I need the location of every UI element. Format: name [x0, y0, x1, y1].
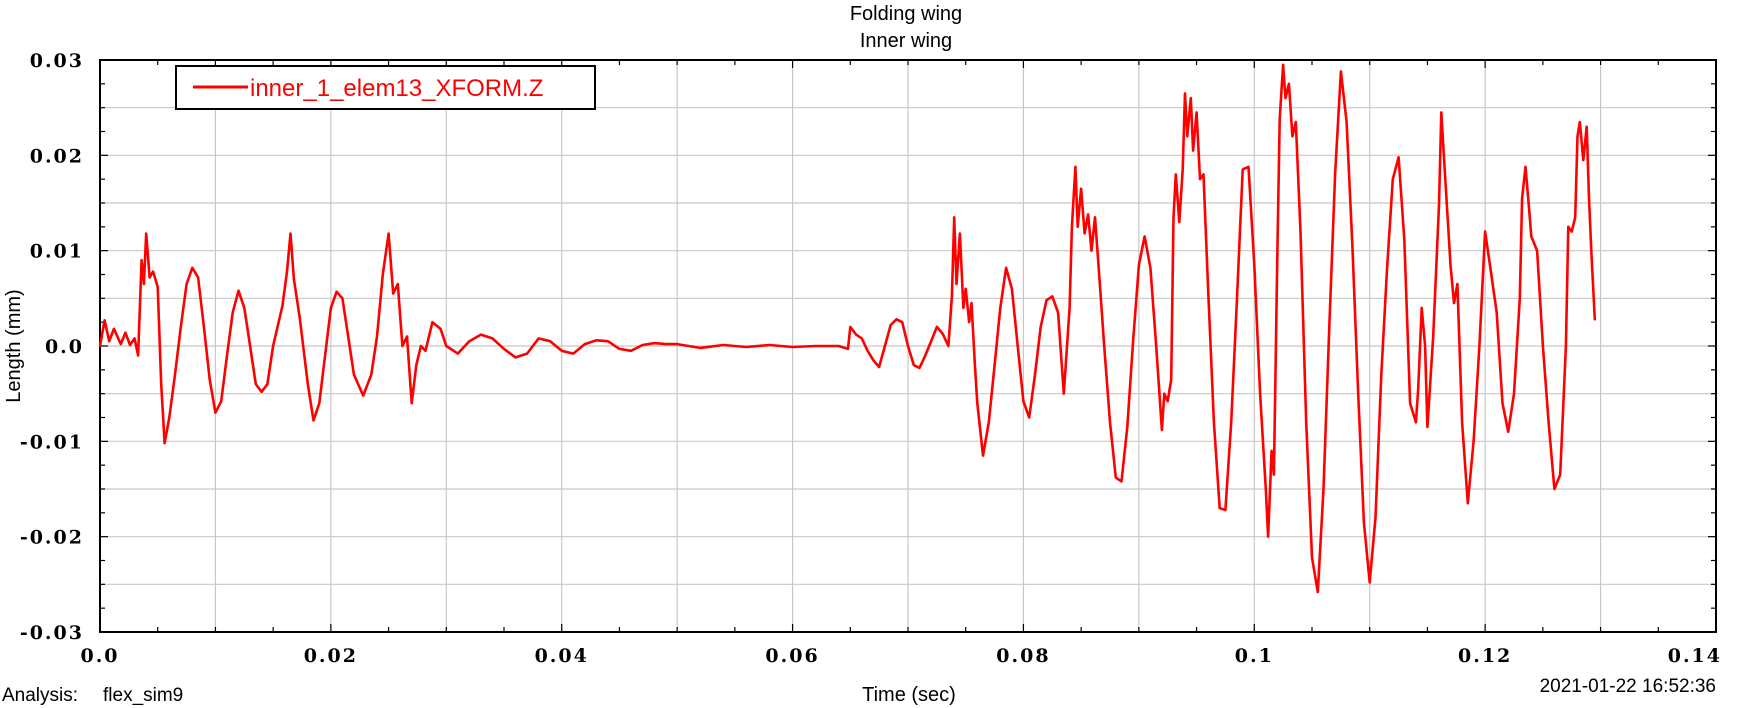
series-line-inner-1-elem13-xform-z — [98, 63, 1597, 594]
chart-title: Folding wing — [850, 3, 962, 25]
x-tick-label: 0.08 — [996, 645, 1050, 667]
y-tick-label: 0.01 — [30, 241, 84, 263]
plot-series-area — [98, 63, 1597, 594]
y-tick-labels: 0.03 0.02 0.01 0.0 -0.01 -0.02 -0.03 — [20, 50, 84, 644]
x-axis-label: Time (sec) — [862, 684, 956, 706]
x-tick-label: 0.02 — [304, 645, 358, 667]
x-tick-labels: 0.0 0.02 0.04 0.06 0.08 0.1 0.12 0.14 — [80, 645, 1722, 667]
legend-entry-label: inner_1_elem13_XFORM.Z — [250, 75, 543, 102]
x-tick-label: 0.12 — [1458, 645, 1512, 667]
x-tick-label: 0.0 — [80, 645, 119, 667]
x-tick-label: 0.14 — [1668, 645, 1722, 667]
legend: inner_1_elem13_XFORM.Z — [175, 65, 596, 110]
y-axis-label: Length (mm) — [3, 289, 25, 402]
y-tick-label: 0.03 — [30, 50, 84, 72]
y-tick-label: -0.01 — [20, 431, 84, 453]
y-tick-label: -0.02 — [20, 527, 84, 549]
x-tick-label: 0.04 — [535, 645, 589, 667]
analysis-label: Analysis: — [2, 685, 78, 706]
timestamp: 2021-01-22 16:52:36 — [1540, 676, 1716, 697]
y-tick-label: 0.02 — [30, 145, 84, 167]
x-tick-label: 0.06 — [765, 645, 819, 667]
chart-subtitle: Inner wing — [860, 30, 952, 52]
x-tick-label: 0.1 — [1235, 645, 1274, 667]
y-tick-label: 0.0 — [45, 336, 84, 358]
y-tick-label: -0.03 — [20, 622, 84, 644]
analysis-value: flex_sim9 — [103, 685, 183, 706]
